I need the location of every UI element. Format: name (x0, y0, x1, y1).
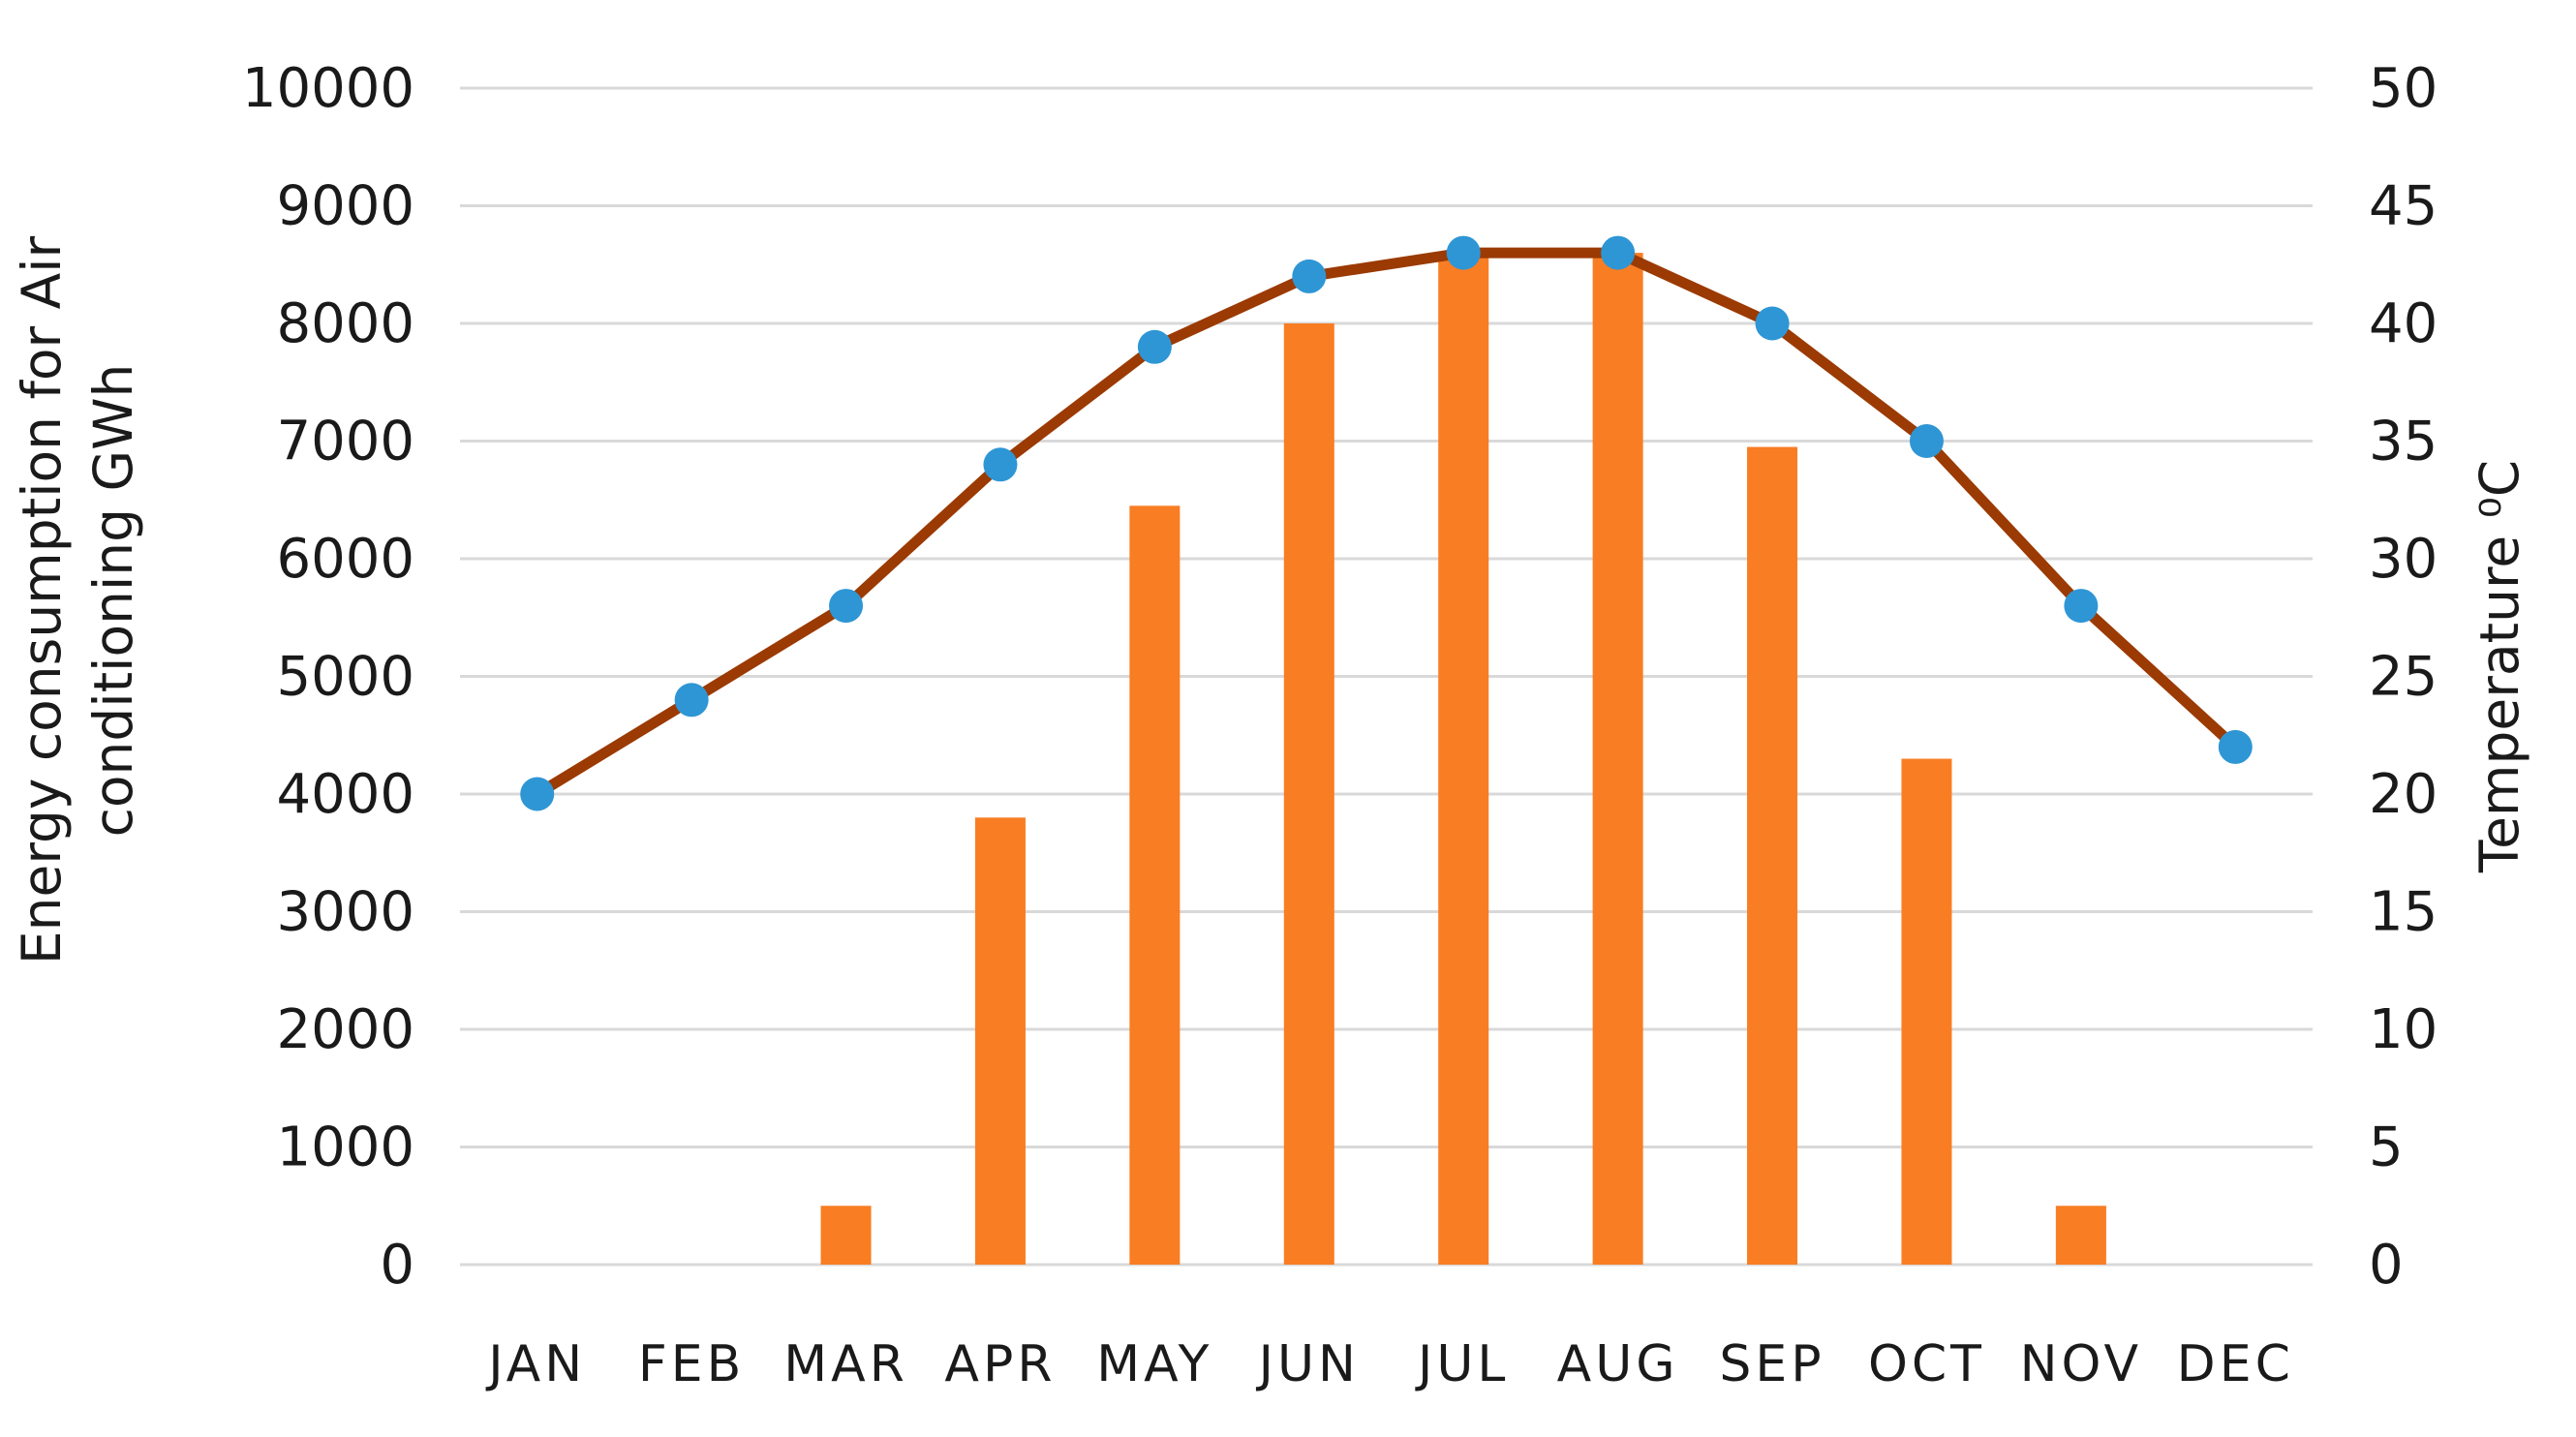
month-label-oct: OCT (1868, 1335, 1985, 1393)
left-tick-label: 2000 (276, 998, 414, 1061)
right-tick-label: 30 (2369, 528, 2438, 591)
right-axis-title: Temperature ⁰C (2469, 460, 2530, 873)
bar-series-group (820, 253, 2106, 1266)
right-tick-label: 35 (2369, 411, 2438, 474)
bar-oct (1901, 758, 1952, 1265)
right-tick-label: 40 (2369, 292, 2438, 355)
right-tick-label: 10 (2369, 998, 2438, 1061)
temperature-point-may (1137, 329, 1172, 364)
right-tick-label: 20 (2369, 763, 2438, 826)
left-tick-label: 10000 (242, 57, 414, 120)
temperature-point-jul (1446, 235, 1481, 270)
left-axis-title-line1: Energy consumption for Air (11, 235, 73, 964)
month-labels: JAN FEB MAR APR MAY JUN JUL AUG SEP OCT NOV DEC (485, 1335, 2294, 1393)
temperature-point-jun (1292, 259, 1327, 293)
bar-apr (974, 817, 1026, 1265)
right-tick-label: 5 (2369, 1116, 2404, 1179)
right-tick-label: 45 (2369, 175, 2438, 238)
bar-may (1129, 505, 1181, 1265)
left-tick-label: 7000 (276, 411, 414, 474)
left-tick-label: 1000 (276, 1116, 414, 1179)
left-tick-label: 0 (380, 1234, 414, 1297)
line-series-group (520, 235, 2253, 811)
month-label-jun: JUN (1256, 1335, 1360, 1393)
left-tick-label: 5000 (276, 646, 414, 709)
month-label-apr: APR (944, 1335, 1056, 1393)
bar-jun (1283, 323, 1334, 1265)
month-label-jan: JAN (485, 1335, 586, 1393)
month-label-may: MAY (1096, 1335, 1212, 1393)
month-label-sep: SEP (1719, 1335, 1825, 1393)
bar-sep (1747, 446, 1798, 1265)
right-axis-tick-labels: 0 5 10 15 20 25 30 35 40 45 50 (2369, 57, 2438, 1297)
month-label-nov: NOV (2020, 1335, 2143, 1393)
temperature-point-sep (1755, 306, 1790, 341)
left-tick-label: 8000 (276, 292, 414, 355)
temperature-point-apr (983, 447, 1018, 482)
right-tick-label: 15 (2369, 881, 2438, 944)
temperature-line (532, 247, 2241, 800)
bar-aug (1592, 253, 1643, 1266)
temperature-point-nov (2064, 589, 2099, 624)
left-tick-label: 3000 (276, 881, 414, 944)
bar-jul (1438, 253, 1489, 1266)
temperature-point-mar (829, 589, 864, 624)
right-tick-label: 50 (2369, 57, 2438, 120)
left-tick-label: 9000 (276, 175, 414, 238)
left-axis-title-line2: conditioning GWh (82, 364, 144, 838)
left-tick-label: 4000 (276, 763, 414, 826)
bar-mar (820, 1206, 872, 1265)
temperature-point-dec (2218, 729, 2253, 764)
temperature-point-feb (674, 683, 709, 718)
temperature-point-aug (1601, 235, 1636, 270)
bar-nov (2055, 1206, 2106, 1265)
left-tick-label: 6000 (276, 528, 414, 591)
month-label-mar: MAR (783, 1335, 908, 1393)
month-label-jul: JUL (1415, 1335, 1509, 1393)
left-axis-tick-labels: 0 1000 2000 3000 4000 5000 6000 7000 8000 9000 100… (242, 57, 414, 1297)
month-label-aug: AUG (1557, 1335, 1679, 1393)
temperature-point-jan (520, 777, 555, 811)
right-tick-label: 25 (2369, 646, 2438, 709)
gridlines-group (460, 86, 2313, 1267)
month-label-feb: FEB (638, 1335, 745, 1393)
right-tick-label: 0 (2369, 1234, 2404, 1297)
month-label-dec: DEC (2177, 1335, 2294, 1393)
temperature-point-oct (1909, 424, 1944, 458)
